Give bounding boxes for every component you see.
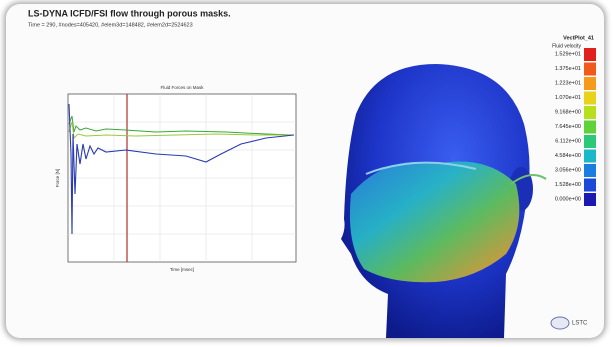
- legend-label: 4.584e+00: [555, 153, 581, 159]
- legend-swatch: [584, 150, 596, 163]
- title: LS-DYNA ICFD/FSI flow through porous mas…: [28, 8, 231, 18]
- logo-text: LSTC: [572, 321, 588, 327]
- head-model: [341, 64, 546, 338]
- logo: LSTC: [551, 317, 588, 329]
- legend-label: 3.056e+00: [555, 167, 581, 173]
- legend-label: 9.168e+00: [555, 109, 581, 115]
- legend-swatch: [584, 92, 596, 105]
- legend-swatch: [584, 179, 596, 192]
- legend-swatch: [584, 135, 596, 148]
- video-frame: LS-DYNA ICFD/FSI flow through porous mas…: [6, 4, 604, 338]
- legend-label: 1.528e+00: [555, 182, 581, 188]
- legend-label: 0.000e+00: [555, 196, 581, 202]
- legend-label: 1.070e+01: [555, 95, 581, 101]
- legend-label: 6.112e+00: [555, 138, 581, 144]
- legend-swatch: [584, 193, 596, 206]
- legend-swatch: [584, 77, 596, 90]
- legend-swatch: [584, 48, 596, 61]
- scene: LS-DYNA ICFD/FSI flow through porous mas…: [6, 4, 604, 338]
- legend-title: VectPlot_41: [563, 35, 594, 41]
- legend-label: 1.223e+01: [555, 80, 581, 86]
- legend-swatch: [584, 121, 596, 134]
- legend-swatch: [584, 63, 596, 76]
- legend-subtitle: Fluid velocity: [552, 43, 581, 49]
- plot-title: Fluid Forces on Mask: [160, 85, 204, 90]
- force-plot: Fluid Forces on Mask Time [msec] Force […: [55, 85, 296, 272]
- x-label: Time [msec]: [170, 267, 194, 272]
- legend-label: 7.645e+00: [555, 124, 581, 130]
- info: Time = 290, #nodes=405420, #elem3d=14848…: [28, 22, 193, 28]
- y-label: Force [N]: [55, 169, 60, 188]
- color-legend: VectPlot_41 Fluid velocity 1.529e+01 1.37…: [552, 35, 596, 206]
- legend-swatch: [584, 106, 596, 119]
- legend-label: 1.529e+01: [555, 51, 581, 57]
- legend-swatch: [584, 164, 596, 177]
- legend-label: 1.375e+01: [555, 66, 581, 72]
